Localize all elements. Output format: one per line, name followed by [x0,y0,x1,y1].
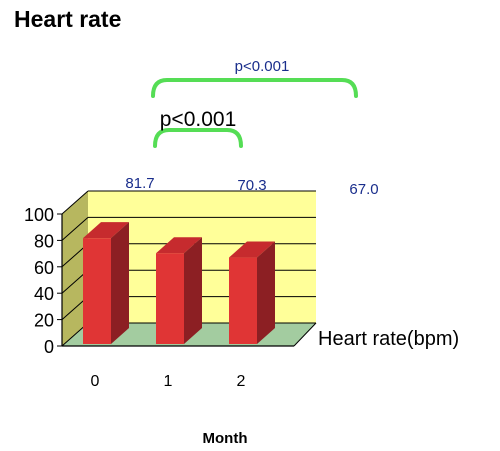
bar-2 [229,257,257,344]
y-tick-label: 0 [44,337,54,357]
bar-top-2 [229,241,275,258]
side-wall [62,191,88,346]
bar-1 [156,253,184,344]
significance-brackets: p<0.001 p<0.001 [151,58,358,148]
x-tick-label: 1 [164,373,173,390]
gridline-side-4 [61,217,89,241]
x-tick-label: 2 [237,373,246,390]
data-labels: 81.7 70.3 67.0 [125,175,378,198]
y-axis-ticks: 0 20 40 60 80 100 [24,205,54,357]
chart-bars [83,222,275,344]
chart-title: Heart rate [14,6,122,32]
bar-side-0 [111,222,129,344]
bar-side-2 [257,241,275,344]
x-tick-label: 0 [91,373,100,390]
bar-0 [83,238,111,344]
p-value-label: p<0.001 [160,108,237,131]
series-legend-label: Heart rate(bpm) [318,328,459,350]
p-value-label: p<0.001 [235,58,290,75]
data-label: 70.3 [237,177,266,194]
x-axis-title: Month [203,430,248,447]
data-label: 67.0 [349,181,378,198]
bracket-0-2 [151,78,358,98]
floor-edge [293,322,317,347]
bar-side-1 [184,237,202,344]
data-label: 81.7 [125,175,154,192]
y-tick-label: 60 [34,258,54,278]
gridline-side-5 [61,190,89,215]
bracket-0-1 [153,128,243,148]
bar-top-1 [156,237,202,254]
bar-top-0 [83,222,129,239]
y-tick-label: 40 [34,284,54,304]
y-tick-label: 80 [34,231,54,251]
y-tick-label: 100 [24,205,54,225]
x-axis-ticks: 0 1 2 [91,373,246,390]
y-tick-label: 20 [34,311,54,331]
